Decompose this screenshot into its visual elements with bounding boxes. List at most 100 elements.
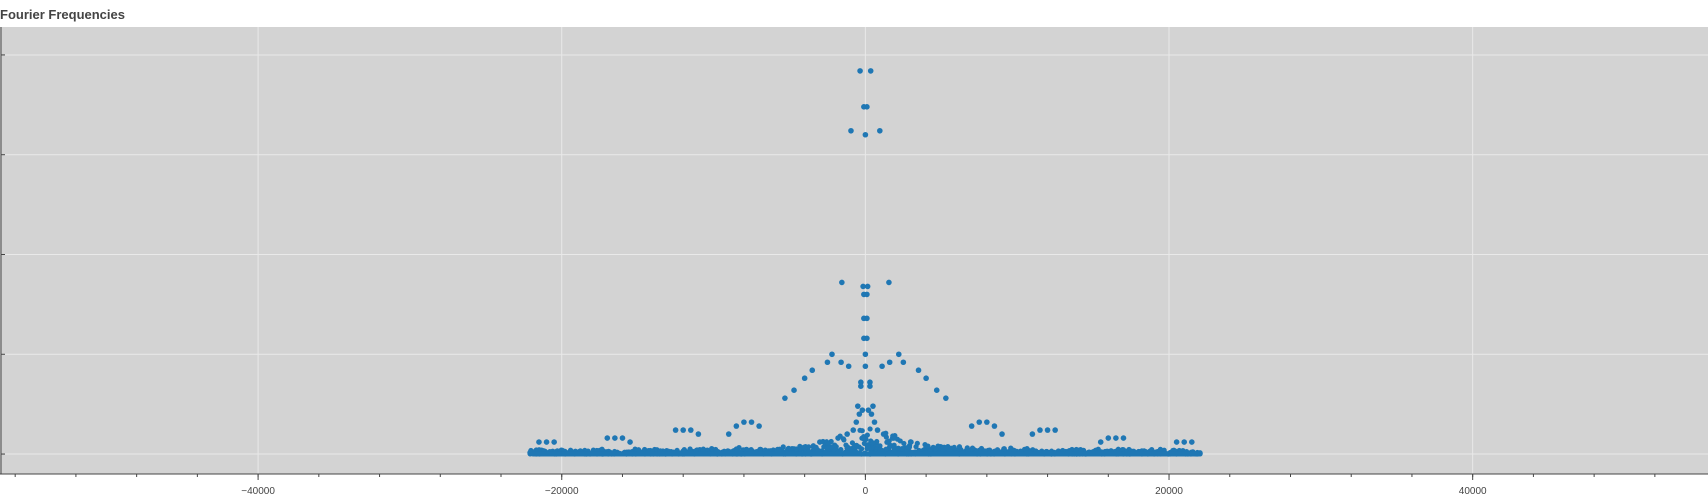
data-point [748, 419, 755, 425]
data-point [968, 423, 975, 429]
data-point [1173, 439, 1180, 445]
data-point [850, 427, 857, 433]
dense-point [857, 427, 863, 433]
data-point [867, 383, 873, 389]
data-point [864, 104, 870, 110]
dense-point [870, 440, 876, 446]
data-point [864, 335, 870, 342]
data-point [858, 379, 864, 386]
data-point [867, 379, 873, 386]
data-point [991, 423, 998, 429]
axes: −40000 −20000 0 20000 40000 [0, 27, 1708, 497]
data-point [1189, 439, 1195, 445]
dense-point [901, 440, 907, 447]
data-point [865, 407, 872, 413]
data-point [859, 407, 866, 413]
dense-point [786, 445, 792, 451]
data-point [868, 411, 875, 417]
dense-point [813, 444, 819, 450]
data-point [612, 435, 618, 441]
data-points [536, 68, 1195, 445]
data-point [672, 427, 679, 433]
data-point [741, 419, 747, 425]
data-point [870, 403, 876, 409]
data-point [867, 68, 874, 74]
dense-point [793, 446, 799, 452]
data-point [809, 367, 816, 374]
data-point [908, 439, 914, 445]
grid-lines [0, 27, 1708, 474]
data-point [756, 423, 762, 429]
dense-point [887, 443, 893, 449]
baseline-band [529, 451, 1201, 457]
data-point [864, 291, 870, 298]
dense-point [956, 444, 963, 450]
data-point [725, 431, 732, 437]
dense-point [838, 446, 844, 453]
data-point [857, 68, 863, 74]
data-point [829, 351, 835, 358]
dense-point [867, 426, 873, 432]
dense-point [635, 447, 642, 453]
dense-point-cloud [527, 426, 1203, 457]
data-point [943, 395, 949, 401]
data-point [864, 283, 871, 290]
dense-point [895, 445, 901, 451]
dense-point [866, 445, 872, 451]
data-point [627, 439, 633, 445]
data-point [604, 435, 611, 441]
dense-point [1001, 446, 1007, 452]
data-point [862, 131, 869, 138]
dense-point [780, 444, 786, 450]
dense-point [899, 445, 905, 452]
dense-point [825, 441, 831, 447]
dense-point [559, 447, 565, 453]
data-point [886, 359, 893, 366]
dense-point [897, 438, 903, 444]
data-point [889, 435, 896, 441]
data-point [976, 419, 983, 425]
data-point [543, 439, 550, 445]
dense-point [925, 443, 931, 449]
data-point [933, 387, 940, 393]
data-point [680, 427, 686, 433]
data-point [1097, 439, 1104, 445]
data-point [877, 127, 883, 134]
dense-point [840, 436, 846, 442]
data-point [923, 375, 929, 382]
data-point [864, 315, 870, 322]
data-point [915, 367, 922, 374]
data-point [839, 279, 845, 286]
dense-point [709, 445, 715, 452]
dense-point [599, 446, 605, 452]
dense-point [853, 442, 860, 448]
data-point [835, 435, 841, 441]
data-point [856, 411, 863, 417]
dense-point [824, 445, 830, 451]
data-point [874, 427, 881, 433]
data-point [1037, 427, 1043, 433]
data-point [862, 363, 869, 370]
data-point [1052, 427, 1058, 433]
data-point [1120, 435, 1127, 441]
data-point [858, 383, 864, 389]
data-point [845, 363, 852, 370]
data-point [880, 431, 887, 437]
plot-background [0, 27, 1708, 474]
data-point [871, 419, 878, 425]
x-tick-label: −40000 [241, 486, 275, 497]
chart-title: Fourier Frequencies [0, 7, 125, 22]
dense-point [905, 444, 911, 450]
data-point [619, 435, 626, 441]
data-point [824, 359, 831, 366]
data-point [862, 351, 869, 358]
data-point [551, 439, 557, 445]
data-point [879, 363, 885, 370]
x-tick-label: 40000 [1459, 486, 1487, 497]
data-point [854, 403, 861, 409]
data-point [695, 431, 702, 437]
data-point [853, 419, 860, 425]
data-point [848, 127, 854, 134]
data-point [817, 439, 823, 445]
